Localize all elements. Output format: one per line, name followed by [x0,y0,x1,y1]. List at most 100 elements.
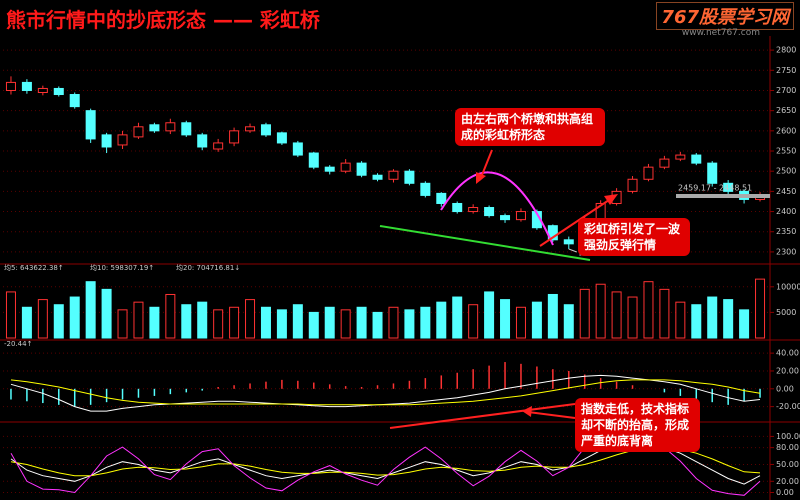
volume-bar [308,311,319,339]
candle-body [500,215,511,221]
volume-bar [691,304,702,339]
candle-body [627,178,638,192]
y-tick-label: 100.00 [776,432,800,441]
arrow [539,197,613,247]
volume-bar [229,306,240,339]
volume-bar [452,296,463,339]
volume-bar [117,309,128,339]
candle-body [260,124,271,136]
legend-entry: 均20: 704716.81↓ [176,263,240,272]
arrow-head [604,194,618,205]
volume-bar [133,301,144,339]
candle-body [101,134,112,148]
volume-bar [579,288,590,339]
candle-body [245,126,256,132]
volume-bar [340,309,351,339]
y-tick-label: 20.00 [776,477,799,486]
candle-body [659,158,670,168]
candle-body [213,142,224,150]
support-line [379,225,591,261]
volume-bar [595,283,606,339]
candle-body [69,94,80,108]
y-tick-label: 2550 [776,147,796,156]
candle-body [484,207,495,217]
legend-entry: 均5: 643622.38↑ [4,263,64,272]
candle-body [324,166,335,172]
divergence-line [389,403,576,429]
candle-body [85,110,96,140]
y-tick-label: 2600 [776,126,796,135]
candle-body [229,130,240,144]
arrow [527,411,576,419]
y-tick-label: 2350 [776,227,796,236]
candle-body [388,170,399,180]
candle-body [515,211,526,221]
candle-body [21,81,32,91]
volume-bar [723,299,734,339]
y-tick-label: 2400 [776,207,796,216]
candle-body [723,182,734,192]
y-tick-label: 2650 [776,106,796,115]
volume-bar [739,309,750,339]
y-tick-label: 2300 [776,247,796,256]
candle-body [436,192,447,204]
candle-body [292,142,303,156]
y-tick-label: 5000 [776,308,796,317]
candle-body [452,202,463,213]
candle-body [468,207,479,213]
volume-bar [165,293,176,339]
volume-bar [245,299,256,339]
y-tick-label: 2750 [776,66,796,75]
volume-bar [420,306,431,339]
arrow-head [522,406,532,417]
volume-bar [69,296,80,339]
candle-body [197,134,208,148]
candle-body [675,154,686,160]
volume-bar [149,306,160,339]
volume-bar [5,291,16,339]
volume-bar [436,301,447,339]
volume-bar [37,299,48,339]
volume-bar [53,304,64,339]
macd-label: -20.44↑ [4,340,32,348]
candle-body [707,162,718,184]
candle-body [308,152,319,168]
y-tick-label: 2500 [776,167,796,176]
candle-body [420,182,431,196]
y-tick-label: 2700 [776,86,796,95]
volume-bar [563,304,574,339]
candle-body [37,87,48,94]
candle-body [563,239,574,245]
candle-body [53,87,64,96]
candle-body [165,122,176,132]
y-tick-label: 20.00 [776,366,799,375]
volume-bar [643,281,654,339]
y-tick-label: 0.00 [776,384,794,393]
volume-bar [547,293,558,339]
y-tick-label: 2800 [776,46,796,55]
arrow-head [476,172,486,184]
y-tick-label: 2450 [776,187,796,196]
series-line [10,379,761,406]
low-pointer [568,248,577,253]
y-tick-label: -20.00 [776,402,800,411]
range-label: 2459.17 - 2448.51 [678,184,752,193]
title: 熊市行情中的抄底形态 —— 彩虹桥 [6,8,320,32]
volume-bar [356,306,367,339]
site-url: www.net767.com [681,28,760,38]
rainbow-arch [440,171,554,246]
candle-body [643,166,654,180]
volume-bar [611,291,622,339]
volume-bar [85,281,96,339]
volume-bar [324,306,335,339]
candle-body [149,124,160,132]
volume-bar [276,309,287,339]
volume-bar [627,296,638,339]
y-tick-label: 10000 [776,282,800,291]
volume-bar [181,304,192,339]
candle-body [5,81,16,91]
volume-bar [21,306,32,339]
separators [0,36,800,500]
volume-bar [500,299,511,339]
